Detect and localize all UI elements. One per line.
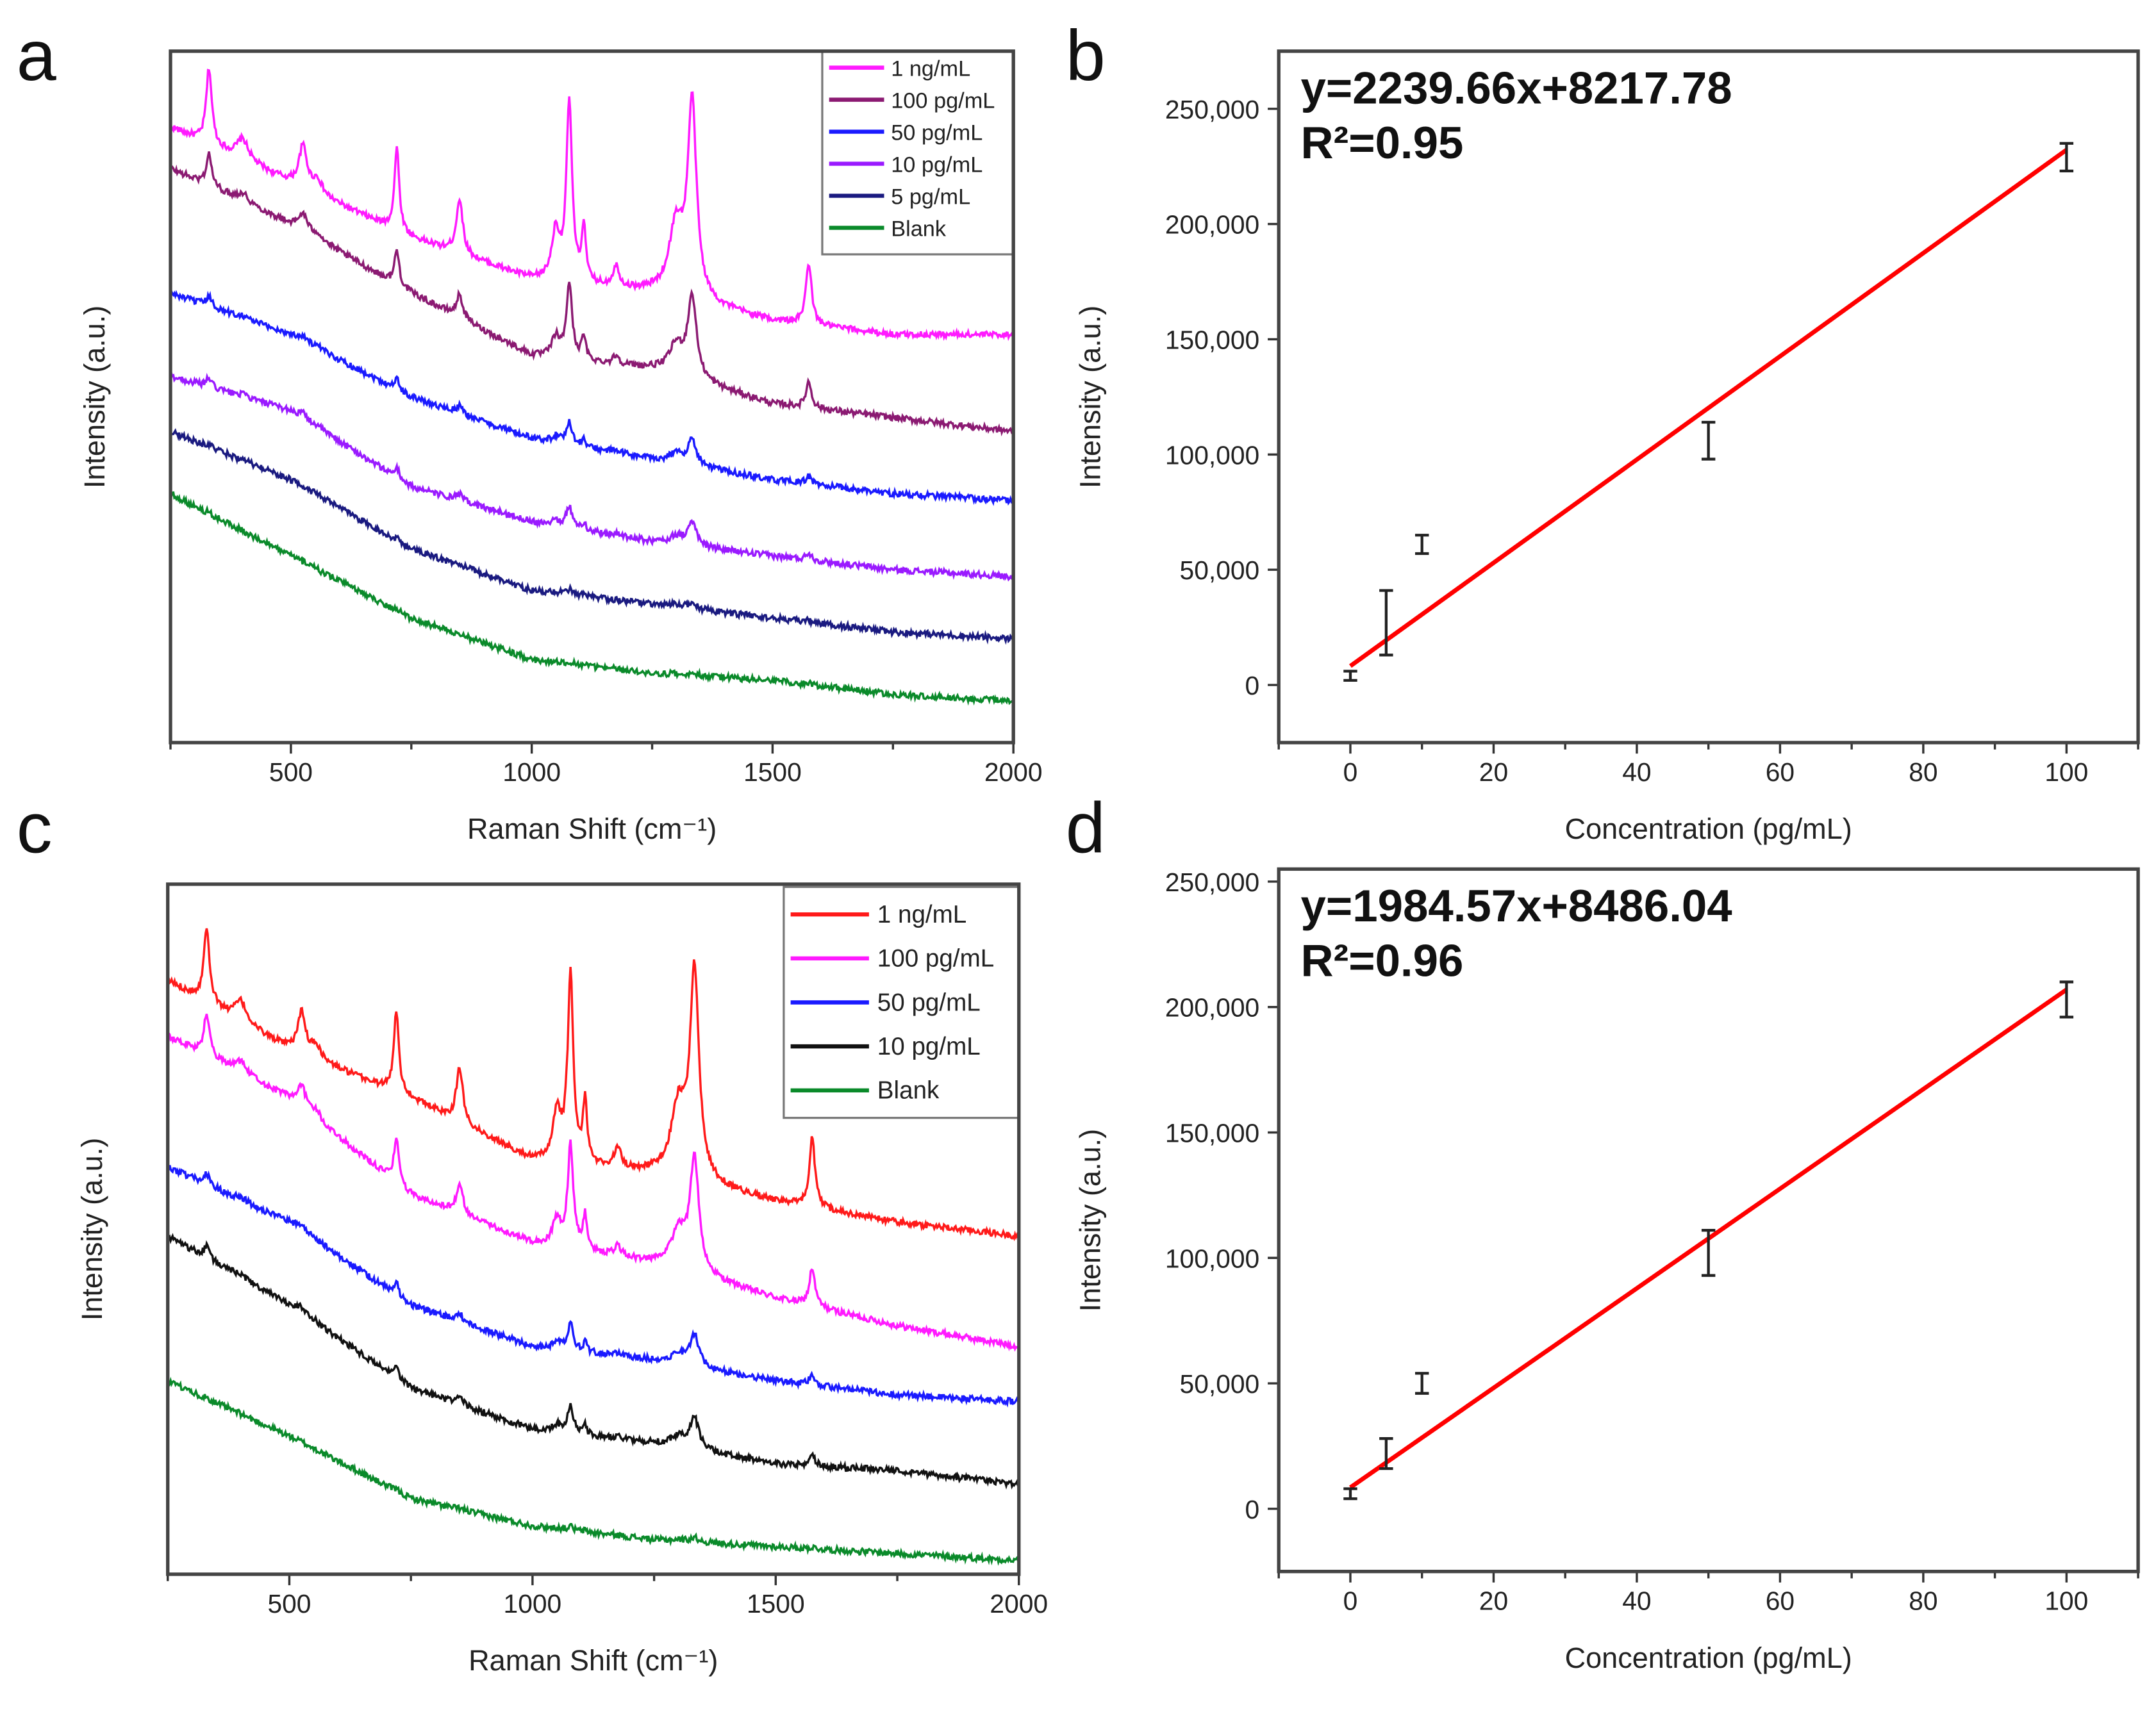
error-bar xyxy=(1343,670,1357,682)
error-bar xyxy=(1414,534,1429,556)
panel-b: 0 20 40 60 80 100 0 50,000 100,000 150,000 200,000… xyxy=(1074,49,2140,845)
x-tick-label: 2000 xyxy=(984,757,1043,787)
legend-label: 50 pg/mL xyxy=(891,120,983,145)
spectrum-line-5 xyxy=(169,491,1015,706)
r-squared: R²=0.96 xyxy=(1301,936,1464,987)
y-tick-label: 50,000 xyxy=(1180,1369,1260,1399)
plot-frame xyxy=(166,882,1021,1576)
panel-d: 0 20 40 60 80 100 0 50,000 100,000 150,000 200,000… xyxy=(1074,867,2140,1674)
legend-label: Blank xyxy=(877,1077,940,1105)
legend-label: 1 ng/mL xyxy=(891,56,970,81)
panel-label-d: d xyxy=(1066,788,1106,868)
y-axis-label: Intensity (a.u.) xyxy=(76,1138,108,1321)
legend-label: 50 pg/mL xyxy=(877,989,981,1016)
spectrum-line-1 xyxy=(167,1014,1020,1352)
x-axis-label: Raman Shift (cm⁻¹) xyxy=(469,1644,718,1677)
y-axis-label: Intensity (a.u.) xyxy=(1074,1129,1106,1312)
fit-equation: y=1984.57x+8486.04 xyxy=(1301,881,1732,932)
panel-a: 500 1000 1500 2000 Raman Shift (cm⁻¹) Intensi… xyxy=(78,49,1043,845)
error-bar xyxy=(2059,142,2074,173)
legend: 1 ng/mL 100 pg/mL 50 pg/mL 10 pg/mL 5 pg/mL B… xyxy=(821,50,1015,256)
y-tick-label: 50,000 xyxy=(1180,556,1260,585)
y-tick-label: 100,000 xyxy=(1165,1244,1259,1273)
x-tick-label: 1000 xyxy=(502,757,561,787)
spectrum-line-3 xyxy=(167,1233,1020,1490)
y-axis-label: Intensity (a.u.) xyxy=(78,306,111,488)
x-tick-label: 100 xyxy=(2044,1586,2088,1616)
spectrum-line-2 xyxy=(167,1165,1020,1408)
spectrum-line-3 xyxy=(169,370,1015,582)
panel-label-b: b xyxy=(1066,15,1106,95)
legend-label: 100 pg/mL xyxy=(891,88,995,113)
legend-label: 10 pg/mL xyxy=(891,152,983,177)
x-tick-label: 500 xyxy=(269,757,313,787)
legend-label: 100 pg/mL xyxy=(877,945,994,973)
panel-label-c: c xyxy=(17,788,53,868)
x-tick-label: 1500 xyxy=(747,1589,805,1618)
fit-equation: y=2239.66x+8217.78 xyxy=(1301,63,1732,113)
x-tick-label: 100 xyxy=(2044,757,2088,787)
spectrum-line-1 xyxy=(170,151,1015,437)
x-tick-label: 80 xyxy=(1909,757,1937,787)
spectrum-line-4 xyxy=(167,1376,1020,1566)
legend: 1 ng/mL 100 pg/mL 50 pg/mL 10 pg/mL Blank xyxy=(783,885,1020,1119)
error-bar xyxy=(1379,589,1393,657)
x-tick-label: 1000 xyxy=(504,1589,562,1618)
error-bar xyxy=(1414,1372,1429,1395)
x-tick-label: 1500 xyxy=(743,757,802,787)
x-tick-label: 20 xyxy=(1479,1586,1508,1616)
legend-label: 10 pg/mL xyxy=(877,1033,981,1060)
x-tick-label: 80 xyxy=(1909,1586,1937,1616)
x-tick-label: 500 xyxy=(267,1589,311,1618)
panel-c: 500 1000 1500 2000 Raman Shift (cm⁻¹) Intensi… xyxy=(76,882,1048,1677)
y-tick-label: 250,000 xyxy=(1165,868,1259,897)
y-tick-label: 150,000 xyxy=(1165,325,1259,355)
error-bar xyxy=(1701,1229,1716,1277)
x-tick-label: 60 xyxy=(1766,757,1795,787)
spectrum-line-0 xyxy=(169,69,1015,342)
error-bar xyxy=(1343,1487,1357,1501)
x-tick-label: 60 xyxy=(1766,1586,1795,1616)
x-axis-label: Concentration (pg/mL) xyxy=(1565,1642,1852,1674)
legend-box xyxy=(821,50,1015,256)
error-bar xyxy=(2059,980,2074,1019)
x-axis-label: Concentration (pg/mL) xyxy=(1565,812,1852,845)
spectrum-line-4 xyxy=(169,428,1015,645)
plot-frame xyxy=(1277,49,2140,745)
legend-label: 5 pg/mL xyxy=(891,185,970,209)
r-squared: R²=0.95 xyxy=(1301,118,1464,169)
x-tick-label: 40 xyxy=(1622,757,1651,787)
spectrum-line-0 xyxy=(167,928,1019,1242)
y-tick-label: 150,000 xyxy=(1165,1119,1259,1148)
legend-label: 1 ng/mL xyxy=(877,901,967,928)
y-axis-label: Intensity (a.u.) xyxy=(1074,306,1106,488)
fit-line xyxy=(1348,148,2068,668)
plot-frame xyxy=(169,49,1015,745)
y-tick-label: 0 xyxy=(1245,1495,1260,1524)
x-tick-label: 40 xyxy=(1622,1586,1651,1616)
y-tick-label: 200,000 xyxy=(1165,210,1259,240)
x-axis-label: Raman Shift (cm⁻¹) xyxy=(467,812,717,845)
y-tick-label: 250,000 xyxy=(1165,95,1259,124)
legend-label: Blank xyxy=(891,217,947,241)
panel-label-a: a xyxy=(17,15,57,95)
y-tick-label: 200,000 xyxy=(1165,993,1259,1023)
error-bar xyxy=(1379,1437,1393,1470)
x-tick-label: 0 xyxy=(1343,757,1358,787)
x-tick-label: 2000 xyxy=(990,1589,1048,1618)
y-tick-label: 100,000 xyxy=(1165,440,1259,470)
error-bar xyxy=(1701,420,1716,461)
x-tick-label: 0 xyxy=(1343,1586,1358,1616)
spectrum-line-2 xyxy=(169,290,1015,506)
y-tick-label: 0 xyxy=(1245,671,1260,700)
plot-frame xyxy=(1277,867,2140,1574)
x-tick-label: 20 xyxy=(1479,757,1508,787)
